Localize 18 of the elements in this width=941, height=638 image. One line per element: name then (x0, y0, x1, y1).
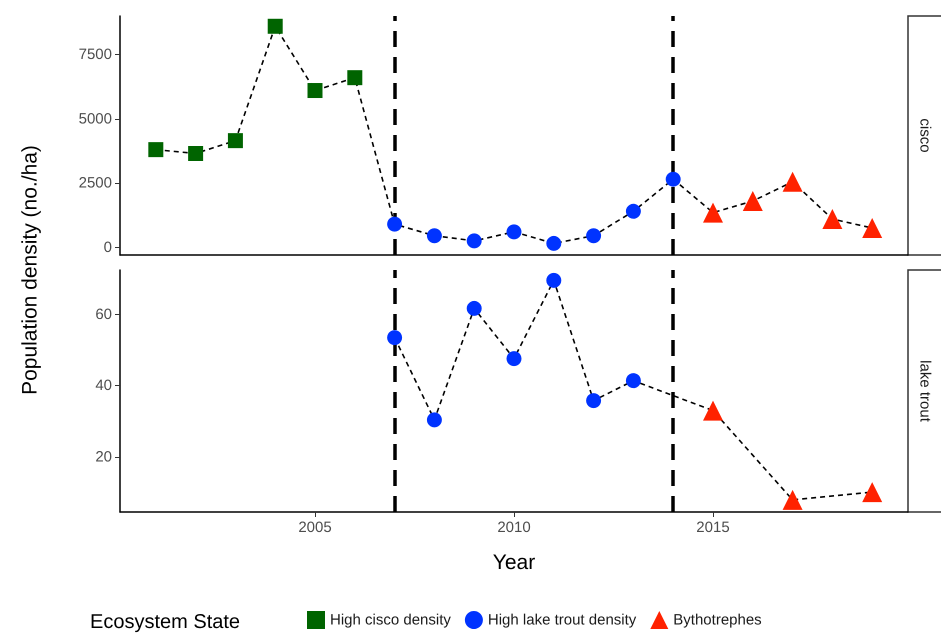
y-tick-label: 5000 (78, 110, 112, 128)
y-tick-label: 60 (95, 306, 112, 323)
x-tick-label: 2005 (298, 519, 332, 536)
legend-title: Ecosystem State (90, 611, 240, 633)
y-tick-label: 2500 (78, 174, 112, 192)
text: cisco (916, 118, 934, 153)
y-tick-label: 7500 (78, 46, 112, 64)
x-tick-label: 2010 (497, 519, 531, 536)
y-axis-title: Population density (no./ha) (18, 145, 42, 395)
x-axis-title: Year (492, 551, 536, 574)
y-tick-label: 0 (104, 238, 112, 256)
y-tick-label: 40 (95, 377, 112, 394)
legend-label: High lake trout density (488, 612, 637, 628)
legend-label: Bythotrephes (673, 612, 762, 628)
x-tick-label: 2015 (696, 519, 730, 536)
text: lake trout (916, 360, 934, 423)
y-tick-label: 20 (95, 448, 112, 466)
legend-label: High cisco density (330, 612, 452, 628)
